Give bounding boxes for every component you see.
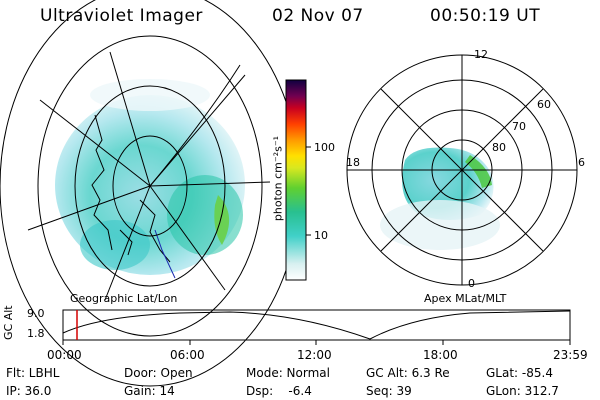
glon-info: GLon: 312.7	[486, 384, 559, 398]
observation-time: 00:50:19 UT	[430, 6, 541, 26]
mlt-label-6: 6	[578, 156, 585, 169]
timeline-tick-2359: 23:59	[553, 348, 588, 362]
timeline-y-max: 9.0	[27, 307, 45, 320]
glat-info: GLat: -85.4	[486, 366, 553, 380]
mlt-label-0: 0	[468, 277, 475, 290]
colorbar-tick-10: 10	[314, 229, 328, 242]
timeline-y-min: 1.8	[27, 327, 45, 340]
timeline-tick-0600: 06:00	[170, 348, 205, 362]
colorbar-unit-label: photon cm⁻²s⁻¹	[271, 135, 285, 222]
mlt-label-12: 12	[474, 48, 488, 61]
filter-info: Flt: LBHL	[6, 366, 60, 380]
mlat-label-70: 70	[512, 120, 526, 133]
polar-map	[346, 54, 578, 286]
altitude-timeline	[62, 309, 571, 345]
timeline-tick-1800: 18:00	[423, 348, 458, 362]
polar-map-caption: Apex MLat/MLT	[424, 292, 507, 305]
door-info: Door: Open	[124, 366, 193, 380]
timeline-axis-label: GC Alt	[2, 305, 15, 340]
dsp-info: Dsp: -6.4	[246, 384, 312, 398]
mlat-label-60: 60	[537, 98, 551, 111]
mode-info: Mode: Normal	[246, 366, 330, 380]
timeline-tick-1200: 12:00	[297, 348, 332, 362]
gc-alt-info: GC Alt: 6.3 Re	[366, 366, 450, 380]
instrument-title: Ultraviolet Imager	[40, 6, 203, 26]
geo-map-caption: Geographic Lat/Lon	[70, 292, 178, 305]
colorbar-tick-100: 100	[314, 141, 335, 154]
mlt-label-18: 18	[346, 156, 360, 169]
colorbar	[285, 79, 311, 281]
seq-info: Seq: 39	[366, 384, 412, 398]
timeline-tick-0000: 00:00	[47, 348, 82, 362]
ip-info: IP: 36.0	[6, 384, 52, 398]
geographic-map	[0, 0, 301, 387]
observation-date: 02 Nov 07	[272, 6, 364, 26]
mlat-label-80: 80	[492, 141, 506, 154]
gain-info: Gain: 14	[124, 384, 175, 398]
